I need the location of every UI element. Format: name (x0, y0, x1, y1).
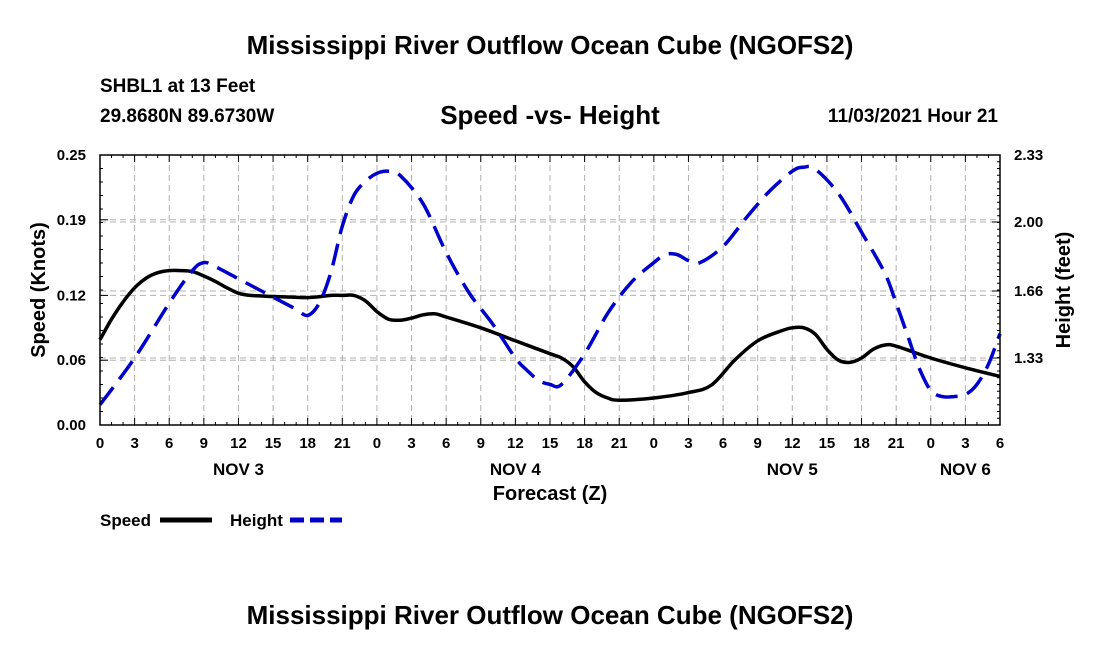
height-series-line (98, 164, 1002, 406)
y2-tick-label: 2.33 (1014, 147, 1043, 164)
y-tick-label: 0.12 (57, 287, 86, 304)
chart-subtitle: Speed -vs- Height (440, 100, 660, 130)
x-tick-label: 15 (265, 435, 282, 452)
grid (100, 154, 1000, 425)
x-tick-label: 18 (576, 435, 593, 452)
legend: Speed Height (100, 511, 342, 530)
bottom-title: Mississippi River Outflow Ocean Cube (NG… (246, 600, 854, 630)
x-tick-label: 15 (819, 435, 836, 452)
forecast-datetime: 11/03/2021 Hour 21 (827, 106, 998, 127)
y-tick-label: 0.00 (57, 417, 86, 434)
x-tick-label: 6 (996, 435, 1004, 452)
x-tick-label: 12 (230, 435, 247, 452)
x-tick-label: 0 (96, 435, 104, 452)
x-tick-label: 3 (961, 435, 969, 452)
x-tick-label: 12 (784, 435, 801, 452)
y-tick-label: 0.25 (57, 147, 86, 164)
y2-tick-label: 1.33 (1014, 350, 1043, 367)
y2-tick-label: 1.66 (1014, 283, 1043, 300)
x-tick-label: 18 (299, 435, 316, 452)
y-tick-label: 0.19 (57, 212, 86, 229)
x-tick-label: 6 (442, 435, 450, 452)
y2-tick-label: 2.00 (1014, 214, 1043, 231)
station-coordinates: 29.8680N 89.6730W (100, 106, 275, 127)
axes: 0 3 6 9 12 15 18 21 0 3 6 9 12 15 18 21 0 3 6 9 12 15 18 21 0 3 6N… (57, 147, 1043, 479)
x-tick-label: 6 (165, 435, 173, 452)
y-axis-label: Speed (Knots) (28, 222, 50, 358)
x-tick-label: 0 (927, 435, 935, 452)
main-title: Mississippi River Outflow Ocean Cube (NG… (246, 30, 854, 60)
day-label: NOV 5 (767, 460, 818, 479)
day-label: NOV 4 (490, 460, 542, 479)
x-tick-label: 12 (507, 435, 524, 452)
day-label: NOV 6 (940, 460, 991, 479)
x-tick-label: 15 (542, 435, 559, 452)
x-tick-label: 21 (611, 435, 628, 452)
legend-height-label: Height (230, 511, 283, 530)
y2-axis-label: Height (feet) (1053, 232, 1075, 349)
x-tick-label: 9 (200, 435, 208, 452)
speed-series-line (98, 268, 1001, 402)
x-axis-label: Forecast (Z) (493, 483, 607, 505)
x-tick-label: 0 (650, 435, 658, 452)
legend-speed-label: Speed (100, 511, 151, 530)
x-tick-label: 21 (334, 435, 351, 452)
x-tick-label: 9 (754, 435, 762, 452)
station-label: SHBL1 at 13 Feet (100, 76, 256, 97)
day-label: NOV 3 (213, 460, 264, 479)
x-tick-label: 9 (477, 435, 485, 452)
x-tick-label: 6 (719, 435, 727, 452)
x-tick-label: 3 (684, 435, 692, 452)
x-tick-label: 3 (130, 435, 138, 452)
x-tick-label: 0 (373, 435, 381, 452)
y-tick-label: 0.06 (57, 352, 86, 369)
x-tick-label: 21 (888, 435, 905, 452)
series-layer (98, 164, 1002, 406)
x-tick-label: 3 (407, 435, 415, 452)
x-tick-label: 18 (853, 435, 870, 452)
